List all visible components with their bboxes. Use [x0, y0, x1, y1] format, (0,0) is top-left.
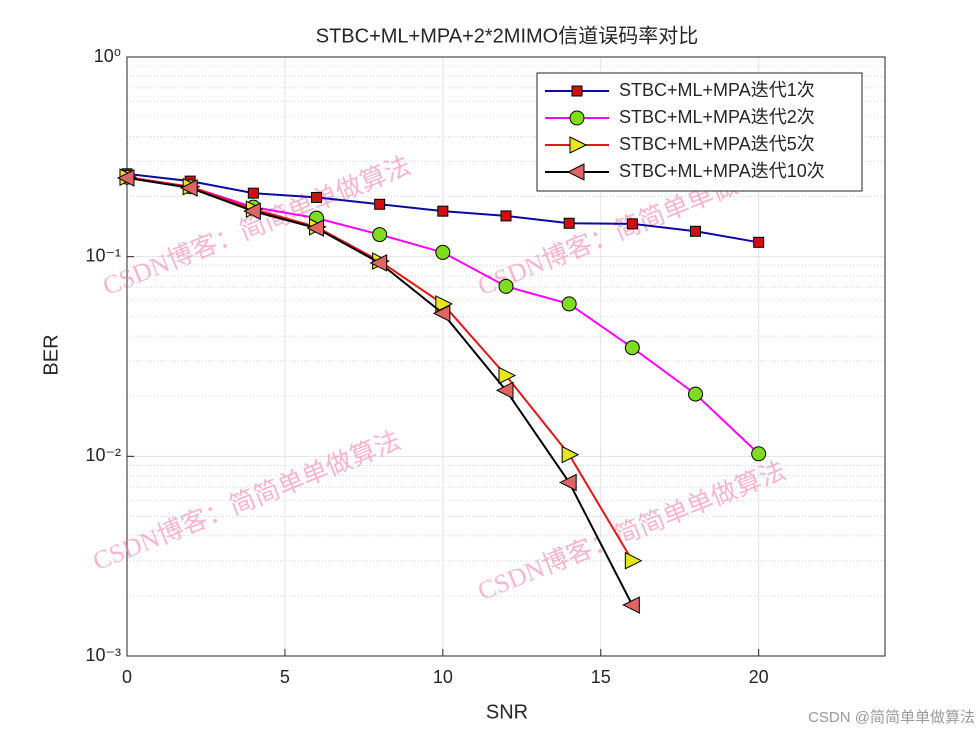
marker — [495, 381, 514, 400]
x-tick-label: 20 — [749, 667, 769, 687]
plot-frame — [126, 56, 886, 657]
y-tick-label: 10⁻¹ — [85, 245, 121, 265]
x-tick-label: 5 — [280, 667, 290, 687]
marker — [561, 296, 577, 312]
marker — [243, 202, 261, 220]
footer: CSDN @简简单单做算法 — [808, 708, 975, 726]
legend: STBC+ML+MPA迭代1次 STBC+ML+MPA迭代2次 STBC+ML+MP… — [536, 72, 863, 192]
marker — [369, 254, 388, 272]
y-tick-label: 10⁰ — [94, 46, 121, 66]
marker — [569, 136, 588, 154]
marker — [624, 551, 643, 570]
marker — [432, 304, 451, 323]
marker — [688, 386, 703, 402]
marker — [247, 187, 259, 199]
x-tick-label: 0 — [122, 667, 132, 687]
marker — [690, 225, 701, 237]
marker — [566, 163, 585, 181]
y-tick-label: 10⁻³ — [85, 645, 121, 665]
marker — [116, 169, 135, 187]
legend-label: STBC+ML+MPA迭代1次 — [619, 80, 815, 100]
marker — [500, 210, 512, 222]
marker — [624, 340, 640, 356]
marker — [180, 179, 198, 197]
legend-label: STBC+ML+MPA迭代2次 — [619, 107, 815, 127]
x-axis-label: SNR — [486, 701, 528, 723]
y-tick-label: 10⁻² — [85, 445, 121, 465]
marker — [569, 110, 585, 126]
marker — [498, 366, 517, 385]
marker — [306, 219, 324, 237]
x-tick-label: 10 — [433, 667, 453, 687]
marker — [559, 473, 577, 492]
x-tick-label: 15 — [591, 667, 611, 687]
marker — [372, 227, 388, 243]
marker — [626, 218, 638, 230]
marker — [435, 244, 451, 260]
marker — [751, 446, 767, 462]
marker — [561, 445, 580, 464]
legend-label: STBC+ML+MPA迭代5次 — [619, 134, 815, 154]
marker — [753, 236, 765, 248]
marker — [374, 198, 386, 210]
marker — [498, 278, 514, 294]
marker — [571, 85, 583, 97]
marker — [311, 191, 322, 203]
marker — [563, 217, 575, 229]
marker — [437, 205, 449, 217]
y-axis-label: BER — [40, 334, 62, 375]
marker — [622, 596, 640, 614]
legend-label: STBC+ML+MPA迭代10次 — [619, 161, 825, 181]
chart-title: STBC+ML+MPA+2*2MIMO信道误码率对比 — [316, 24, 698, 47]
